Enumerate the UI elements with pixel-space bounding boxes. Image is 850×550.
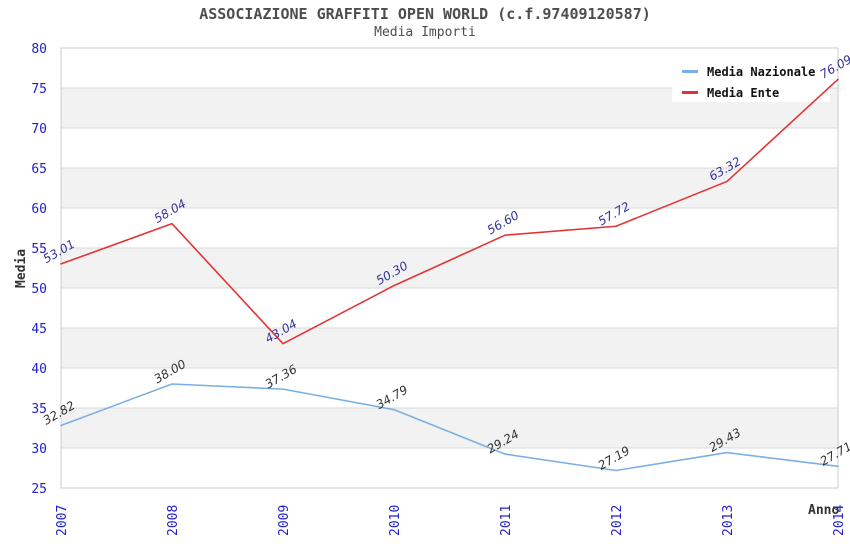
y-tick-label: 60 — [31, 202, 47, 217]
chart-title: ASSOCIAZIONE GRAFFITI OPEN WORLD (c.f.97… — [199, 5, 651, 23]
x-tick-label: 2008 — [166, 505, 181, 536]
grid-band — [61, 408, 838, 448]
x-tick-label: 2007 — [55, 505, 70, 536]
y-tick-label: 65 — [31, 162, 47, 177]
grid-band — [61, 248, 838, 288]
series-line-media-nazionale — [60, 383, 839, 472]
x-tick-label: 2009 — [277, 505, 292, 536]
grid-band — [61, 328, 838, 368]
y-tick-label: 35 — [31, 402, 47, 417]
x-axis-title: Anno — [808, 503, 840, 518]
grid-band — [61, 168, 838, 208]
chart-subtitle: Media Importi — [374, 25, 476, 40]
x-tick-label: 2012 — [610, 505, 625, 536]
y-tick-label: 30 — [31, 442, 47, 457]
y-tick-label: 55 — [31, 242, 47, 257]
series-line-media-ente — [60, 78, 839, 345]
x-tick-label: 2011 — [499, 505, 514, 536]
y-tick-label: 25 — [31, 482, 47, 497]
legend-item-media-ente: Media Ente — [682, 82, 815, 103]
y-tick-label: 50 — [31, 282, 47, 297]
legend-background — [672, 56, 830, 102]
point-label: 34.79 — [374, 383, 411, 412]
y-tick-label: 80 — [31, 42, 47, 57]
x-tick-label: 2013 — [721, 505, 736, 536]
legend-item-media-nazionale: Media Nazionale — [682, 61, 815, 82]
y-tick-label: 40 — [31, 362, 47, 377]
legend: Media Nazionale Media Ente — [672, 56, 825, 108]
legend-label-media-ente: Media Ente — [707, 85, 780, 100]
y-tick-label: 70 — [31, 122, 47, 137]
x-tick-label: 2014 — [832, 505, 847, 536]
y-tick-label: 45 — [31, 322, 47, 337]
legend-swatch-media-nazionale-icon — [682, 70, 698, 73]
plot-border — [60, 47, 839, 489]
x-tick-label: 2010 — [388, 505, 403, 536]
point-label: 56.60 — [485, 208, 522, 237]
y-tick-label: 75 — [31, 82, 47, 97]
y-axis-title: Media — [14, 248, 29, 288]
legend-label-media-nazionale: Media Nazionale — [707, 64, 816, 79]
legend-swatch-media-ente-icon — [682, 91, 698, 94]
